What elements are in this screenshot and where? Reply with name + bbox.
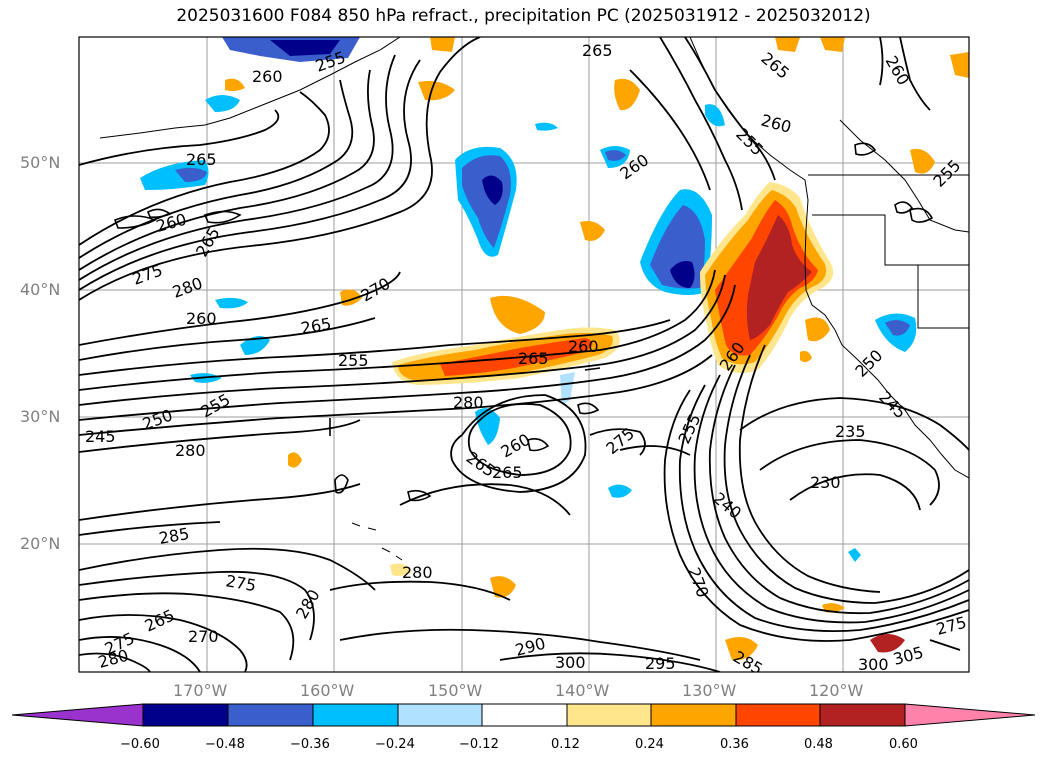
- map-frame: [78, 36, 970, 673]
- colorbar-tick: −0.60: [120, 737, 160, 752]
- colorbar-under: [11, 703, 144, 727]
- lat-label: 20°N: [20, 534, 61, 553]
- colorbar-tick: −0.24: [375, 737, 415, 752]
- precip-negative-areas: [140, 37, 917, 562]
- contour-label: 270: [188, 627, 219, 646]
- colorbar-bin: [227, 703, 314, 727]
- lon-label: 130°W: [682, 681, 737, 700]
- colorbar-bin: [312, 703, 399, 727]
- contour-label: 260: [568, 337, 599, 356]
- colorbar-tick: −0.36: [290, 737, 330, 752]
- lon-label: 150°W: [428, 681, 483, 700]
- contour-label: 230: [810, 473, 841, 492]
- contour-label: 300: [555, 653, 586, 672]
- contour-label: 265: [492, 463, 523, 482]
- contour-label: 255: [338, 351, 369, 370]
- contour-label: 265: [582, 41, 613, 60]
- colorbar-tick: −0.48: [205, 737, 245, 752]
- colorbar-bin: [397, 703, 483, 727]
- contour-label: 235: [835, 422, 866, 441]
- lon-label: 160°W: [300, 681, 355, 700]
- map-title: 2025031600 F084 850 hPa refract., precip…: [176, 6, 871, 26]
- contour-label: 260: [252, 67, 283, 86]
- contour-label: 260: [186, 309, 217, 328]
- lon-label: 120°W: [809, 681, 864, 700]
- contour-label: 280: [402, 563, 433, 582]
- colorbar-tick: 0.24: [635, 737, 664, 752]
- colorbar-bin: [566, 703, 652, 727]
- colorbar-tick: 0.60: [889, 737, 918, 752]
- colorbar-tick: 0.48: [804, 737, 833, 752]
- minor-contours: [113, 142, 934, 502]
- colorbar-tick: 0.36: [720, 737, 749, 752]
- refractivity-contours: [79, 37, 969, 672]
- colorbar-bin: [481, 703, 568, 727]
- contour-label: 265: [186, 150, 217, 169]
- contour-label: 280: [175, 441, 206, 460]
- precip-positive-areas: [225, 37, 969, 661]
- lon-label: 170°W: [173, 681, 228, 700]
- colorbar-bin: [819, 703, 906, 727]
- contour-label: 300: [858, 655, 889, 674]
- lat-label: 30°N: [20, 407, 61, 426]
- lat-label: 40°N: [20, 280, 61, 299]
- lat-label: 50°N: [20, 153, 61, 172]
- colorbar-bin: [142, 703, 229, 727]
- contour-label: 295: [645, 654, 676, 673]
- colorbar-tick: −0.12: [459, 737, 499, 752]
- lon-label: 140°W: [555, 681, 610, 700]
- colorbar-over: [904, 703, 1036, 727]
- colorbar: [11, 703, 1036, 727]
- colorbar-bin: [735, 703, 821, 727]
- contour-label: 280: [453, 393, 484, 412]
- contour-label: 265: [518, 349, 549, 368]
- colorbar-tick: 0.12: [551, 737, 580, 752]
- colorbar-bin: [650, 703, 737, 727]
- contour-label: 245: [85, 427, 116, 446]
